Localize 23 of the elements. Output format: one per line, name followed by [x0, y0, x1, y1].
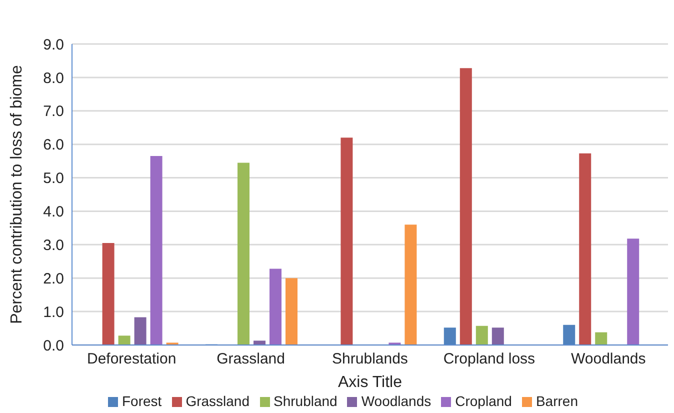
y-axis-title: Percent contribution to loss of biome [8, 65, 26, 324]
x-tick-label: Deforestation [86, 350, 176, 368]
legend-label: Barren [536, 393, 578, 409]
y-tick-label: 6.0 [43, 136, 64, 154]
x-tick-label: Cropland loss [443, 350, 536, 368]
x-tick-label: Shrublands [332, 350, 408, 368]
x-tick-label: Woodlands [571, 350, 646, 368]
x-tick-label: Grassland [216, 350, 285, 368]
y-tick-label: 4.0 [43, 204, 64, 221]
x-axis-title: Axis Title [338, 374, 402, 391]
y-tick-label: 1.0 [43, 304, 64, 321]
y-tick-label: 3.0 [43, 236, 64, 254]
legend-label: Shrubland [274, 393, 338, 409]
y-tick-label: 8.0 [43, 70, 64, 87]
y-tick-label: 9.0 [43, 36, 64, 54]
legend-label: Forest [122, 393, 162, 409]
y-tick-label: 2.0 [43, 270, 64, 288]
legend-label: Cropland [455, 393, 512, 409]
legend-label: Woodlands [361, 393, 432, 409]
legend-label: Grassland [186, 393, 250, 409]
y-tick-label: 5.0 [43, 170, 64, 188]
y-tick-label: 0.0 [43, 337, 64, 354]
y-tick-label: 7.0 [43, 103, 64, 120]
